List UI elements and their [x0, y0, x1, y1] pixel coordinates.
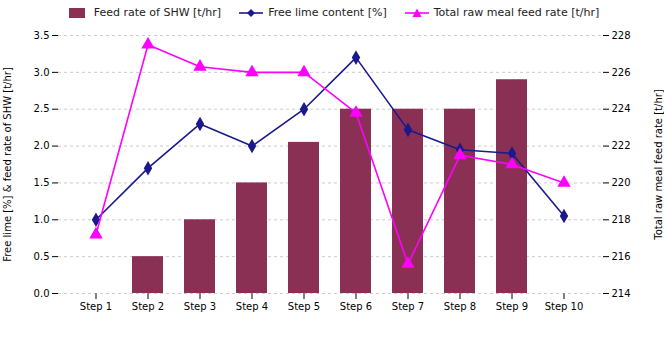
- svg-text:Step 1: Step 1: [80, 301, 112, 312]
- svg-text:Step 9: Step 9: [496, 301, 528, 312]
- svg-text:Step 5: Step 5: [288, 301, 320, 312]
- svg-text:222: 222: [612, 140, 631, 151]
- svg-text:Step 8: Step 8: [444, 301, 476, 312]
- svg-text:0.0: 0.0: [34, 288, 50, 299]
- svg-text:Step 3: Step 3: [184, 301, 216, 312]
- svg-text:220: 220: [612, 177, 631, 188]
- html-text:Total raw meal feed rate [t/hr: Total raw meal feed rate [t/hr]: [433, 6, 600, 19]
- svg-text:1.5: 1.5: [34, 177, 50, 188]
- html-text:Free lime content [%]: Free lime content [%]: [268, 6, 387, 19]
- svg-text:228: 228: [612, 30, 631, 41]
- svg-text:Step 7: Step 7: [392, 301, 424, 312]
- html-text:Feed rate of SHW [t/hr]: Feed rate of SHW [t/hr]: [93, 6, 222, 19]
- svg-text:226: 226: [612, 67, 631, 78]
- svg-text:0.5: 0.5: [34, 251, 50, 262]
- svg-text:Step 6: Step 6: [340, 301, 372, 312]
- svg-text:216: 216: [612, 251, 631, 262]
- svg-text:Total raw meal feed rate [t/hr: Total raw meal feed rate [t/hr]: [653, 89, 664, 241]
- svg-text:1.0: 1.0: [34, 214, 50, 225]
- svg-text:2.5: 2.5: [34, 103, 50, 114]
- svg-text:214: 214: [612, 288, 631, 299]
- svg-text:Free lime [%] & feed rate of S: Free lime [%] & feed rate of SHW [t/hr]: [2, 67, 13, 262]
- svg-text:218: 218: [612, 214, 631, 225]
- svg-text:Step 4: Step 4: [236, 301, 268, 312]
- svg-text:224: 224: [612, 103, 631, 114]
- svg-text:3.5: 3.5: [34, 30, 50, 41]
- svg-text:Step 2: Step 2: [132, 301, 164, 312]
- svg-text:Step 10: Step 10: [545, 301, 584, 312]
- svg-text:3.0: 3.0: [34, 67, 50, 78]
- svg-text:2.0: 2.0: [34, 140, 50, 151]
